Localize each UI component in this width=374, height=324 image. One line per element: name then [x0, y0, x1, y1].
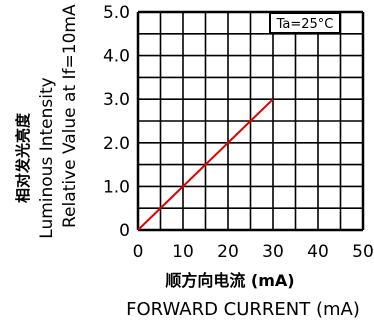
x-axis-label-cn: 顺方向电流 (mA) — [165, 271, 294, 290]
y-tick-label: 1.0 — [103, 177, 130, 197]
x-tick-label: 50 — [352, 242, 374, 262]
series — [137, 98, 274, 231]
annotation-box — [269, 12, 341, 34]
y-tick-label: 5.0 — [103, 3, 130, 23]
tick-labels: 0 10 20 30 40 50 0 1.0 2.0 3.0 4.0 5.0 — [103, 3, 374, 262]
y-axis-label-line2: Relative Value at If=10mA — [60, 4, 80, 228]
x-tick-label: 30 — [262, 242, 284, 262]
x-tick-label: 10 — [172, 242, 194, 262]
y-tick-label: 2.0 — [103, 134, 130, 154]
y-tick-label: 4.0 — [103, 47, 130, 67]
y-axis-label-line1: Luminous Intensity — [37, 77, 57, 238]
series-line — [137, 98, 274, 231]
y-tick-label: 0 — [119, 221, 130, 241]
annotation-text: Ta=25°C — [276, 17, 334, 32]
x-axis-label: FORWARD CURRENT (mA) — [126, 299, 360, 320]
y-axis-label-cn: 相对发光亮度 — [14, 112, 32, 203]
x-tick-label: 0 — [133, 242, 144, 262]
y-tick-label: 3.0 — [103, 90, 130, 110]
x-tick-label: 20 — [217, 242, 239, 262]
x-tick-label: 40 — [307, 242, 329, 262]
